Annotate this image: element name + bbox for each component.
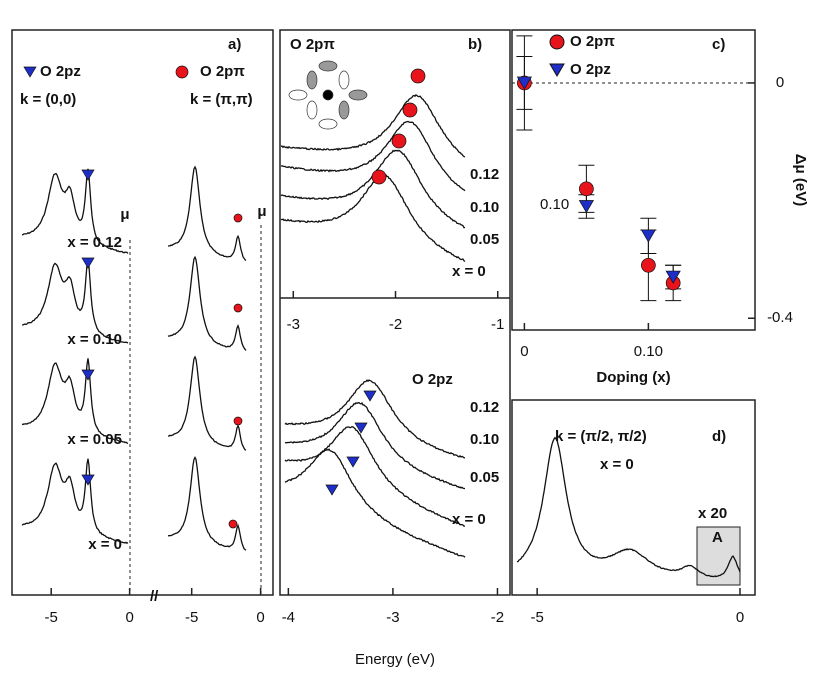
legend-label: O 2pz [570,61,611,78]
annotation: O 2pπ [290,36,335,53]
panel-b-frame [279,29,511,596]
legend-marker [549,34,565,50]
annotation: O 2pz [40,63,81,80]
peak-marker [410,68,426,84]
peak-marker [233,303,243,313]
peak-marker [23,66,37,78]
spectrum [21,458,129,545]
annotation: μ [120,206,129,223]
x-tick-label: -5 [185,609,198,626]
y-tick-label: 0 [776,74,784,91]
annotation: 0.10 [540,196,569,213]
data-point [579,181,594,197]
annotation: x = 0 [452,263,486,280]
spectrum [280,94,466,158]
spectrum [280,120,466,192]
y-axis-label: Δμ (eV) [792,154,809,206]
annotation: x 20 [698,505,727,522]
x-tick-label: 0.10 [634,343,663,360]
peak-marker [325,484,339,496]
annotation: b) [468,36,482,53]
data-point [665,270,681,284]
orbital-icon [288,60,368,130]
x-axis-label: Doping (x) [596,369,670,386]
peak-marker [391,133,407,149]
spectrum [167,456,247,551]
spectrum [284,401,465,490]
annotation: 0.10 [470,431,499,448]
spectrum [284,425,466,527]
spectrum [167,165,247,262]
annotation: 0.12 [470,399,499,416]
y-tick-label: -0.4 [767,309,793,326]
spectrum [284,448,466,558]
axis-break: // [150,588,159,605]
peak-marker [228,519,238,529]
annotation: A [712,529,723,546]
x-axis-label: Energy (eV) [355,651,435,668]
peak-marker [175,65,189,79]
annotation: x = 0 [600,456,634,473]
x-tick-label: -3 [386,609,399,626]
data-point [640,229,656,243]
annotation: O 2pπ [200,63,245,80]
annotation: μ [257,203,266,220]
annotation: x = 0.10 [67,331,122,348]
annotation: k = (π,π) [190,91,253,108]
legend-label: O 2pπ [570,33,615,50]
annotation: x = 0 [88,536,122,553]
x-tick-label: -5 [45,609,58,626]
annotation: O 2pz [412,371,453,388]
peak-marker [371,169,387,185]
spectrum [167,355,247,451]
panel-a-frame [11,29,274,596]
annotation: 0.05 [470,469,499,486]
annotation: d) [712,428,726,445]
spectrum [167,255,247,351]
spectrum [21,259,129,344]
x-tick-label: -4 [282,609,295,626]
annotation: k = (π/2, π/2) [555,428,647,445]
spectrum [516,436,741,578]
peak-marker [233,416,243,426]
peak-marker [354,422,368,434]
peak-marker [81,169,95,181]
x-tick-label: 0 [520,343,528,360]
peak-marker [402,102,418,118]
x-tick-label: -2 [491,609,504,626]
annotation: a) [228,36,241,53]
peak-marker [81,369,95,381]
peak-marker [233,213,243,223]
annotation: x = 0.12 [67,234,122,251]
annotation: x = 0 [452,511,486,528]
spectrum [21,168,129,254]
x-tick-label: 0 [736,609,744,626]
x-tick-label: -2 [389,316,402,333]
peak-marker [363,390,377,402]
data-point [516,76,533,90]
panel-c-frame [511,29,756,331]
data-point [641,257,656,273]
legend-marker [549,63,565,77]
x-tick-label: -3 [287,316,300,333]
data-point [578,200,594,214]
x-tick-label: -5 [530,609,543,626]
annotation: 0.12 [470,166,499,183]
panel-label: c) [712,36,725,53]
peak-marker [81,257,95,269]
peak-marker [81,474,95,486]
peak-marker [346,456,360,468]
x-tick-label: 0 [125,609,133,626]
annotation: 0.10 [470,199,499,216]
annotation: k = (0,0) [20,91,76,108]
spectrum [280,173,466,262]
spectrum [284,379,466,459]
x-tick-label: 0 [256,609,264,626]
annotation: x = 0.05 [67,431,122,448]
annotation: 0.05 [470,231,499,248]
spectrum [21,358,129,445]
x-tick-label: -1 [491,316,504,333]
panel-d-frame [511,399,756,596]
